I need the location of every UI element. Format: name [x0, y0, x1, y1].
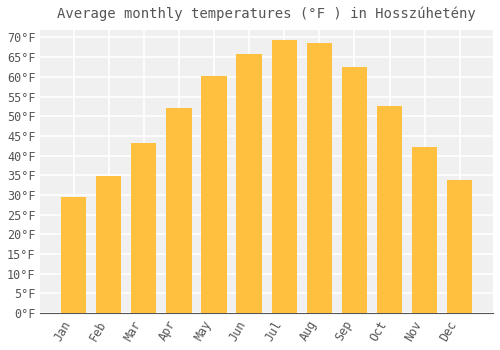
Bar — [131, 142, 156, 313]
Bar — [306, 43, 332, 313]
Bar — [412, 147, 438, 313]
Bar — [236, 54, 262, 313]
Bar — [96, 176, 122, 313]
Bar — [377, 106, 402, 313]
Bar — [272, 40, 297, 313]
Title: Average monthly temperatures (°F ) in Hosszúhetény: Average monthly temperatures (°F ) in Ho… — [58, 7, 476, 21]
Bar — [342, 67, 367, 313]
Bar — [61, 197, 86, 313]
Bar — [202, 76, 226, 313]
Bar — [166, 108, 192, 313]
Bar — [447, 180, 472, 313]
